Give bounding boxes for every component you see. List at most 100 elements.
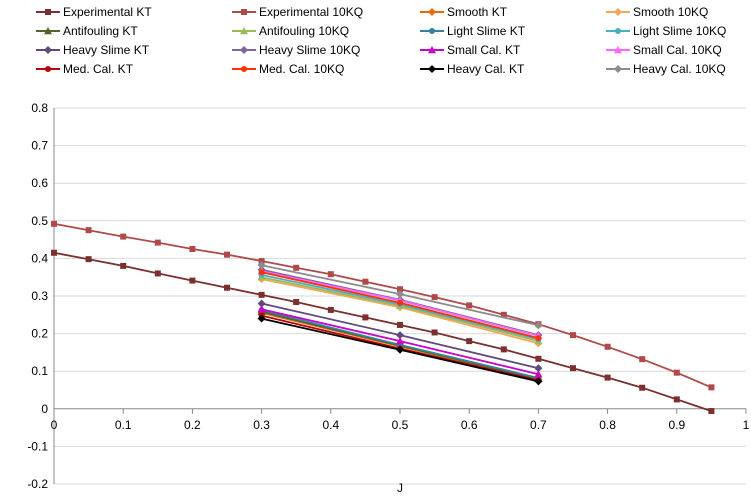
data-point: [535, 355, 542, 362]
legend-swatch-marker: [428, 65, 436, 73]
legend-label: Heavy Slime 10KQ: [259, 43, 360, 57]
x-tick-label: 0.3: [253, 418, 270, 432]
legend-item: Med. Cal. KT: [36, 62, 134, 76]
legend: Experimental KT Experimental 10KQ Smooth K…: [36, 5, 726, 76]
series-10: [257, 305, 543, 378]
series-8: [257, 299, 543, 373]
x-tick-label: 0.1: [115, 418, 132, 432]
data-point: [397, 299, 403, 306]
data-point: [120, 262, 127, 269]
data-point: [154, 239, 161, 246]
data-point: [396, 337, 404, 345]
series-line: [53, 251, 712, 412]
legend-swatch-marker: [429, 28, 435, 34]
x-tick-label: 0: [51, 418, 58, 432]
legend-item: Heavy Slime 10KQ: [232, 43, 360, 57]
y-tick-label: 0.5: [31, 214, 48, 228]
data-point: [154, 270, 161, 277]
data-point: [51, 249, 57, 256]
series-line: [53, 222, 712, 389]
data-point: [466, 302, 473, 309]
legend-item: Heavy Slime KT: [36, 43, 150, 57]
y-tick-label: 0.3: [31, 289, 48, 303]
series-15: [257, 261, 543, 330]
data-point: [327, 306, 334, 313]
data-point: [397, 321, 403, 328]
data-point: [397, 286, 403, 293]
legend-swatch-marker: [428, 8, 436, 16]
data-point: [604, 343, 611, 350]
data-point: [639, 384, 646, 391]
legend-item: Heavy Cal. 10KQ: [606, 62, 726, 76]
axes: [53, 108, 747, 484]
data-point: [604, 374, 611, 381]
y-tick-label: 0.8: [31, 101, 48, 115]
legend-item: Antifouling 10KQ: [232, 24, 349, 38]
data-point: [224, 284, 230, 291]
legend-swatch-marker: [615, 28, 621, 34]
legend-item: Small Cal. KT: [420, 43, 521, 57]
y-tick-label: 0.4: [31, 251, 48, 265]
y-tick-label: -0.1: [27, 439, 48, 453]
data-point: [189, 246, 196, 252]
legend-swatch-marker: [241, 9, 247, 15]
data-point: [500, 311, 507, 318]
legend-label: Light Slime 10KQ: [633, 24, 726, 38]
data-point: [120, 233, 127, 240]
data-point: [51, 220, 57, 227]
legend-label: Light Slime KT: [447, 24, 526, 38]
legend-label: Heavy Cal. 10KQ: [633, 62, 726, 76]
legend-label: Smooth KT: [447, 5, 508, 19]
data-point: [570, 332, 576, 339]
data-point: [535, 335, 542, 342]
data-point: [257, 314, 266, 323]
legend-swatch-marker: [428, 46, 436, 54]
data-point: [85, 256, 92, 263]
data-point: [534, 364, 543, 373]
y-tick-label: 0.6: [31, 176, 48, 190]
legend-label: Experimental KT: [63, 5, 152, 19]
data-point: [362, 278, 369, 285]
legend-item: Light Slime KT: [420, 24, 526, 38]
x-tick-label: 0.4: [322, 418, 339, 432]
data-point: [534, 370, 543, 378]
legend-label: Small Cal. KT: [447, 43, 521, 57]
series-1: [51, 220, 715, 391]
gridlines: [54, 107, 746, 485]
data-point: [396, 331, 404, 340]
y-tick-label: -0.2: [27, 477, 48, 491]
tick-labels: -0.2-0.100.10.20.30.40.50.60.70.80 0.1 0.2…: [27, 101, 749, 491]
legend-label: Heavy Cal. KT: [447, 62, 525, 76]
series-0: [51, 249, 715, 415]
x-tick-label: 1: [743, 418, 750, 432]
x-tick-label: 0.7: [530, 418, 547, 432]
data-point: [257, 305, 266, 313]
data-point: [258, 291, 265, 298]
x-axis-title: J: [397, 481, 403, 495]
series-group: [51, 220, 715, 415]
y-tick-label: 0: [41, 402, 48, 416]
data-point: [500, 346, 507, 353]
legend-item: Experimental KT: [36, 5, 152, 19]
data-point: [431, 329, 438, 336]
legend-item: Smooth 10KQ: [606, 5, 708, 19]
data-point: [85, 227, 92, 234]
data-point: [293, 299, 300, 306]
data-point: [708, 384, 715, 391]
legend-swatch-marker: [240, 46, 248, 54]
data-point: [396, 345, 404, 354]
data-point: [708, 408, 715, 415]
x-tick-label: 0.2: [184, 418, 201, 432]
series-14: [257, 314, 543, 386]
legend-item: Med. Cal. 10KQ: [232, 62, 344, 76]
data-point: [362, 314, 369, 321]
legend-label: Med. Cal. 10KQ: [259, 62, 344, 76]
legend-label: Small Cal. 10KQ: [633, 43, 722, 57]
x-tick-label: 0.8: [599, 418, 616, 432]
data-point: [258, 258, 265, 265]
x-tick-label: 0.6: [461, 418, 478, 432]
legend-item: Light Slime 10KQ: [606, 24, 726, 38]
data-point: [327, 271, 334, 278]
